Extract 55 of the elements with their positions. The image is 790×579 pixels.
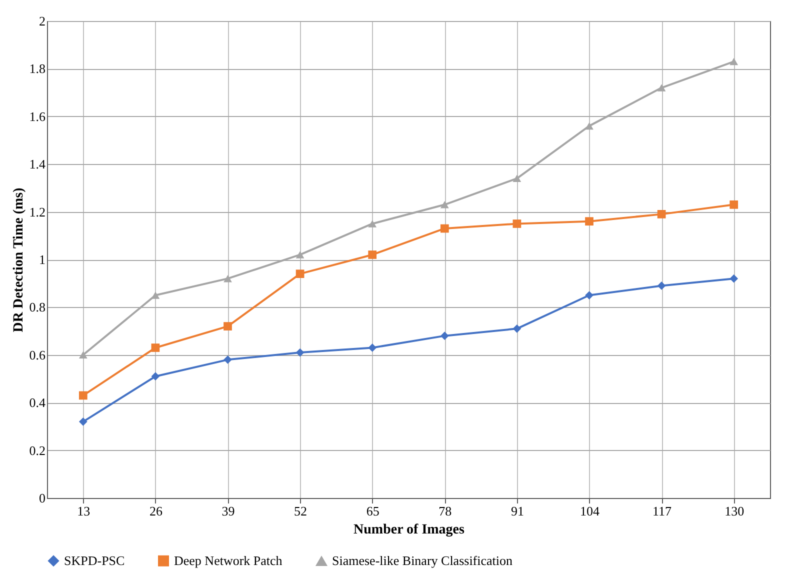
x-tick-label: 52 bbox=[294, 504, 308, 518]
y-tick-label: 1.6 bbox=[29, 108, 46, 124]
point bbox=[296, 348, 304, 357]
y-tick-label: 1 bbox=[39, 252, 46, 267]
legend-label: Deep Network Patch bbox=[174, 552, 283, 568]
y-tick-label: 2 bbox=[39, 14, 46, 28]
point bbox=[657, 210, 666, 218]
point bbox=[78, 351, 88, 359]
legend-label: SKPD-PSC bbox=[64, 552, 125, 568]
point bbox=[585, 291, 594, 300]
point bbox=[512, 174, 522, 182]
point bbox=[224, 274, 232, 282]
x-tick-label: 39 bbox=[222, 504, 235, 518]
point bbox=[78, 417, 88, 426]
x-tick-label: 117 bbox=[652, 504, 672, 518]
x-tick-label: 13 bbox=[77, 504, 90, 518]
legend-label: Siamese-like Binary Classification bbox=[332, 553, 514, 568]
point bbox=[224, 322, 232, 330]
point bbox=[296, 251, 304, 258]
point bbox=[440, 224, 449, 233]
x-axis-title: Number of Images bbox=[354, 522, 466, 538]
y-tick-label: 0.4 bbox=[29, 395, 46, 410]
point bbox=[440, 332, 449, 340]
y-tick-label: 0.8 bbox=[29, 300, 46, 315]
point bbox=[585, 217, 594, 226]
point bbox=[657, 84, 666, 92]
point bbox=[512, 324, 522, 333]
point bbox=[368, 250, 377, 259]
point bbox=[224, 355, 232, 364]
y-tick-label: 1.2 bbox=[29, 204, 46, 220]
x-tick-label: 26 bbox=[149, 504, 163, 518]
y-axis-title: DR Detection Time (ms) bbox=[11, 187, 26, 332]
y-tick-label: 0 bbox=[39, 490, 46, 506]
x-tick-label: 104 bbox=[580, 504, 600, 518]
point bbox=[730, 274, 738, 283]
point bbox=[440, 201, 449, 208]
point bbox=[585, 122, 594, 130]
point bbox=[730, 58, 738, 66]
x-tick-label: 65 bbox=[366, 504, 380, 518]
y-tick-label: 1.4 bbox=[29, 156, 46, 172]
x-tick-label: 130 bbox=[724, 504, 744, 518]
point bbox=[151, 372, 160, 381]
x-tick-label: 91 bbox=[510, 504, 524, 518]
y-tick-label: 0.2 bbox=[29, 442, 46, 458]
point bbox=[368, 344, 377, 352]
point bbox=[368, 220, 377, 228]
point bbox=[512, 220, 522, 228]
point bbox=[78, 391, 88, 400]
point bbox=[730, 200, 738, 209]
x-tick-label: 78 bbox=[438, 504, 452, 518]
y-tick-label: 0.6 bbox=[29, 347, 46, 362]
point bbox=[657, 282, 666, 290]
point bbox=[296, 270, 304, 278]
y-tick-label: 1.8 bbox=[29, 61, 46, 76]
point bbox=[151, 344, 160, 352]
